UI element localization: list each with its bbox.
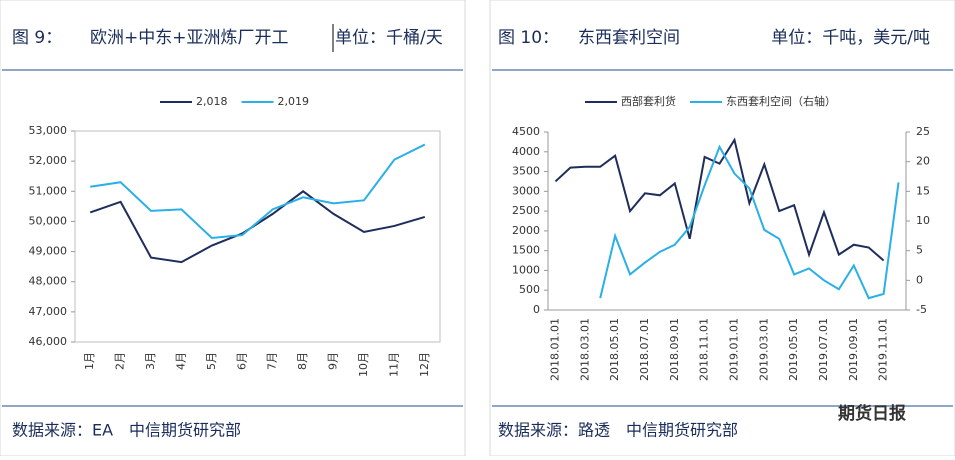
figure-label: 图 9： bbox=[12, 28, 62, 48]
x-tick-label: 2018.03.01 bbox=[578, 318, 591, 381]
y-tick-label: 0 bbox=[533, 303, 540, 316]
figure-label: 图 10： bbox=[498, 28, 559, 48]
y-tick-label: 4000 bbox=[512, 145, 540, 158]
x-tick-label: 12月 bbox=[418, 352, 431, 377]
y-tick-label: 52,000 bbox=[29, 154, 68, 167]
legend-label: 东西套利空间（右轴） bbox=[726, 94, 836, 108]
y-tick-label: 2000 bbox=[512, 224, 540, 237]
y-tick-label: 1000 bbox=[512, 263, 540, 276]
x-tick-label: 2018.11.01 bbox=[698, 318, 711, 381]
y2-tick-label: 5 bbox=[916, 244, 923, 257]
unit: 单位：千桶/天 bbox=[335, 28, 443, 48]
y-tick-label: 48,000 bbox=[29, 275, 68, 288]
x-tick-label: 2019.05.01 bbox=[787, 318, 800, 381]
y-tick-label: 46,000 bbox=[29, 335, 68, 348]
y2-tick-label: 25 bbox=[916, 125, 930, 138]
x-tick-label: 2019.11.01 bbox=[877, 318, 890, 381]
x-tick-label: 8月 bbox=[296, 352, 309, 370]
x-tick-label: 1月 bbox=[83, 352, 96, 370]
x-tick-label: 10月 bbox=[357, 352, 370, 377]
x-tick-label: 11月 bbox=[387, 352, 400, 377]
y2-tick-label: -5 bbox=[916, 303, 927, 316]
x-tick-label: 9月 bbox=[327, 352, 340, 370]
panel-border bbox=[0, 0, 466, 457]
y-tick-label: 51,000 bbox=[29, 184, 68, 197]
series-line bbox=[599, 144, 900, 300]
y2-tick-label: 0 bbox=[916, 273, 923, 286]
x-tick-label: 2019.07.01 bbox=[817, 318, 830, 381]
y-tick-label: 4500 bbox=[512, 125, 540, 138]
source: 数据来源：路透 中信期货研究部 bbox=[498, 421, 738, 440]
x-tick-label: 2月 bbox=[114, 352, 127, 370]
panel-border bbox=[489, 0, 955, 457]
y2-tick-label: 15 bbox=[916, 184, 930, 197]
plot-frame bbox=[74, 130, 441, 343]
y2-tick-label: 10 bbox=[916, 214, 930, 227]
chart-title: 东西套利空间 bbox=[578, 28, 680, 48]
y-tick-label: 49,000 bbox=[29, 245, 68, 258]
series-line bbox=[89, 190, 426, 264]
x-tick-label: 2019.01.01 bbox=[727, 318, 740, 381]
x-tick-label: 6月 bbox=[235, 352, 248, 370]
chart-title: 欧洲+中东+亚洲炼厂开工 bbox=[90, 28, 289, 48]
series-line bbox=[90, 143, 426, 240]
y-tick-label: 1500 bbox=[512, 244, 540, 257]
x-tick-label: 2018.05.01 bbox=[608, 318, 621, 381]
legend-label: 2,018 bbox=[196, 95, 228, 108]
y2-tick-label: 20 bbox=[916, 155, 930, 168]
x-tick-label: 4月 bbox=[174, 352, 187, 370]
x-tick-label: 2018.01.01 bbox=[548, 318, 561, 381]
series-line bbox=[554, 137, 885, 262]
source: 数据来源：EA 中信期货研究部 bbox=[12, 421, 241, 440]
x-tick-label: 2018.09.01 bbox=[668, 318, 681, 381]
y-tick-label: 53,000 bbox=[29, 124, 68, 137]
legend-label: 西部套利货 bbox=[621, 94, 676, 108]
unit: 单位：千吨，美元/吨 bbox=[771, 28, 930, 48]
watermark: 期货日报 bbox=[838, 403, 906, 424]
y-tick-label: 50,000 bbox=[29, 214, 68, 227]
y-tick-label: 3500 bbox=[512, 165, 540, 178]
x-tick-label: 2018.07.01 bbox=[638, 318, 651, 381]
legend-label: 2,019 bbox=[278, 95, 310, 108]
y-tick-label: 3000 bbox=[512, 184, 540, 197]
y-tick-label: 2500 bbox=[512, 204, 540, 217]
x-tick-label: 5月 bbox=[205, 352, 218, 370]
y-tick-label: 47,000 bbox=[29, 305, 68, 318]
x-tick-label: 7月 bbox=[266, 352, 279, 370]
x-tick-label: 3月 bbox=[144, 352, 157, 370]
x-tick-label: 2019.03.01 bbox=[757, 318, 770, 381]
y-tick-label: 500 bbox=[519, 283, 540, 296]
x-tick-label: 2019.09.01 bbox=[847, 318, 860, 381]
